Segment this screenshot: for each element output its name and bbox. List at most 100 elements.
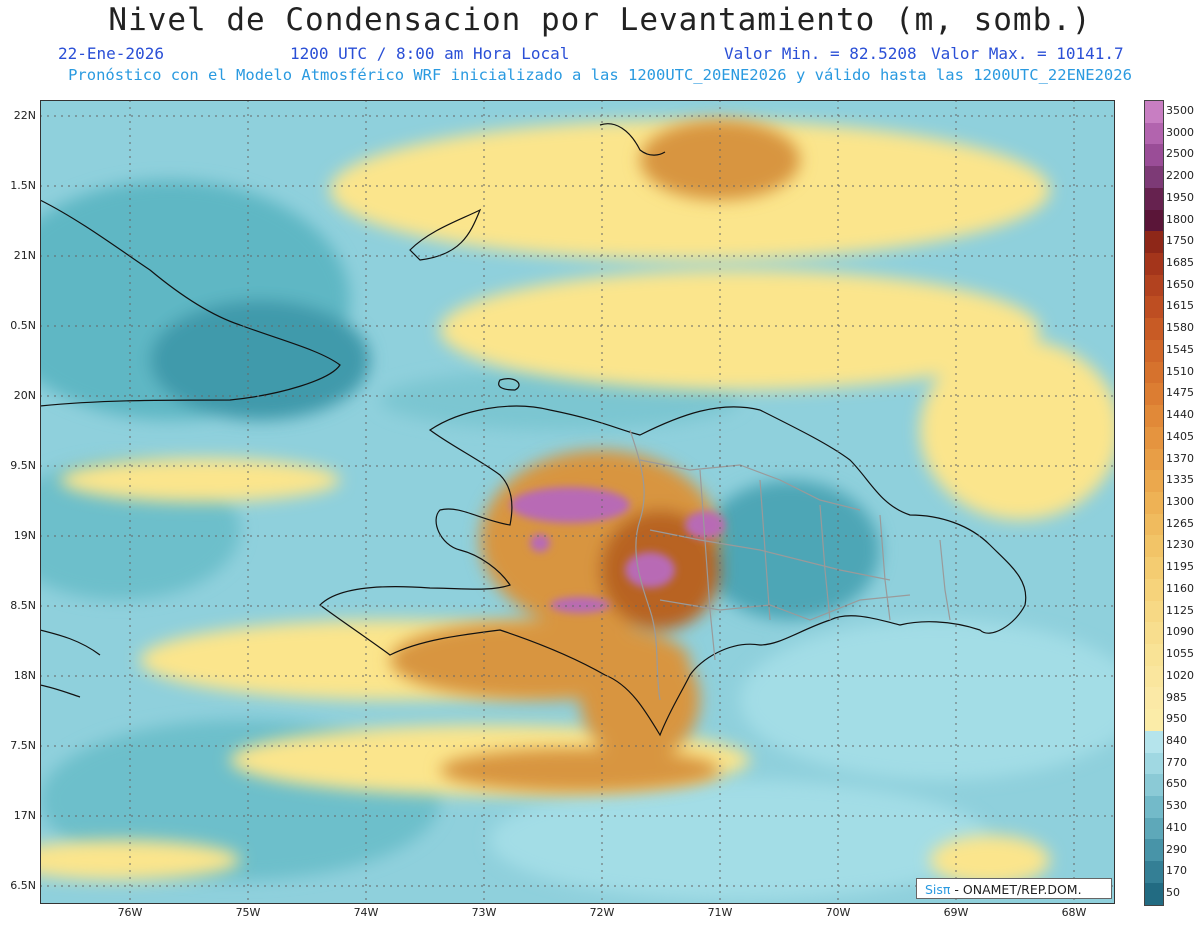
- colorbar-label: 1545: [1166, 342, 1194, 356]
- colorbar-swatch: [1145, 144, 1163, 167]
- min-value: Valor Min. = 82.5208: [724, 44, 917, 63]
- colorbar-label: 1195: [1166, 560, 1194, 574]
- colorbar-label: 3500: [1166, 103, 1194, 117]
- colorbar-swatch: [1145, 405, 1163, 427]
- colorbar-swatch: [1145, 861, 1163, 883]
- colorbar-label: 1950: [1166, 190, 1194, 204]
- colorbar-label: 1335: [1166, 473, 1194, 487]
- lat-label: 9.5N: [10, 459, 36, 472]
- map-frame: [40, 100, 1115, 904]
- colorbar-label: 1475: [1166, 386, 1194, 400]
- colorbar-label: 1580: [1166, 321, 1194, 335]
- colorbar-swatch: [1145, 318, 1163, 340]
- colorbar-swatch: [1145, 622, 1163, 644]
- colorbar-label: 650: [1166, 777, 1187, 791]
- cuba-coast: [40, 199, 341, 407]
- colorbar-label: 3000: [1166, 125, 1194, 139]
- colorbar-swatch: [1145, 491, 1163, 514]
- forecast-description: Pronóstico con el Modelo Atmosférico WRF…: [68, 66, 1132, 84]
- colorbar-swatch: [1145, 839, 1163, 862]
- colorbar-label: 950: [1166, 712, 1187, 726]
- forecast-time: 1200 UTC / 8:00 am Hora Local: [290, 44, 570, 63]
- colorbar-label: 1125: [1166, 603, 1194, 617]
- colorbar-label: 840: [1166, 734, 1187, 748]
- colorbar-swatch: [1145, 535, 1163, 558]
- colorbar-label: 2200: [1166, 169, 1194, 183]
- jamaica-coast: [40, 629, 101, 656]
- credit-box: Sisπ - ONAMET/REP.DOM.: [916, 878, 1112, 899]
- hispaniola-coast: [319, 405, 1027, 737]
- colorbar-swatch: [1145, 665, 1163, 688]
- lat-label: 6.5N: [10, 879, 36, 892]
- colorbar: [1144, 100, 1164, 906]
- colorbar-label: 770: [1166, 755, 1187, 769]
- colorbar-swatch: [1145, 817, 1163, 840]
- colorbar-swatch: [1145, 101, 1163, 123]
- colorbar-label: 1090: [1166, 625, 1194, 639]
- lon-label: 76W: [117, 906, 143, 919]
- purple-field-areas: [510, 487, 725, 613]
- lat-label: 17N: [13, 809, 36, 822]
- lat-label: 7.5N: [10, 739, 36, 752]
- colorbar-label: 1685: [1166, 255, 1194, 269]
- map-title: Nivel de Condensacion por Levantamiento …: [108, 2, 1092, 38]
- colorbar-swatch: [1145, 730, 1163, 753]
- lat-label: 20N: [13, 389, 36, 402]
- colorbar-label: 1405: [1166, 429, 1194, 443]
- colorbar-swatch: [1145, 166, 1163, 188]
- colorbar-swatch: [1145, 426, 1163, 449]
- credit-text: - ONAMET/REP.DOM.: [950, 882, 1082, 897]
- lcl-field-map: [40, 100, 1115, 904]
- colorbar-label: 1265: [1166, 516, 1194, 530]
- colorbar-swatch: [1145, 600, 1163, 623]
- colorbar-swatch: [1145, 578, 1163, 601]
- credit-brand: Sis: [925, 882, 943, 897]
- lat-label: 22N: [13, 109, 36, 122]
- lat-lon-grid: [40, 100, 1115, 904]
- lat-label: 1.5N: [10, 179, 36, 192]
- lat-label: 8.5N: [10, 599, 36, 612]
- colorbar-swatch: [1145, 643, 1163, 666]
- forecast-date: 22-Ene-2026: [58, 44, 164, 63]
- colorbar-swatch: [1145, 882, 1163, 905]
- inagua-coast: [409, 208, 482, 261]
- colorbar-label: 1230: [1166, 538, 1194, 552]
- colorbar-label: 1160: [1166, 581, 1194, 595]
- coastlines: [40, 123, 1027, 737]
- colorbar-label: 2500: [1166, 147, 1194, 161]
- lon-label: 71W: [707, 906, 733, 919]
- colorbar-swatch: [1145, 513, 1163, 536]
- lon-label: 73W: [471, 906, 497, 919]
- colorbar-label: 530: [1166, 799, 1187, 813]
- colorbar-label: 1055: [1166, 647, 1194, 661]
- colorbar-label: 1300: [1166, 495, 1194, 508]
- colorbar-label: 1510: [1166, 364, 1194, 378]
- colorbar-label: 1650: [1166, 277, 1194, 291]
- colorbar-label: 985: [1166, 690, 1187, 704]
- colorbar-swatch: [1145, 274, 1163, 297]
- colorbar-swatch: [1145, 796, 1163, 818]
- colorbar-swatch: [1145, 231, 1163, 254]
- colorbar-label: 1750: [1166, 234, 1194, 248]
- colorbar-swatch: [1145, 296, 1163, 319]
- colorbar-label: 1615: [1166, 299, 1194, 313]
- lat-label: 21N: [13, 249, 36, 262]
- credit-pi: π: [942, 882, 951, 897]
- colorbar-label: 290: [1166, 842, 1187, 856]
- colorbar-swatch: [1145, 752, 1163, 775]
- lon-label: 68W: [1061, 906, 1087, 919]
- colorbar-swatch: [1145, 209, 1163, 232]
- lon-label: 74W: [353, 906, 379, 919]
- lat-label: 19N: [13, 529, 36, 542]
- lat-label: 0.5N: [10, 319, 36, 332]
- colorbar-swatch: [1145, 383, 1163, 406]
- lon-label: 75W: [235, 906, 261, 919]
- haiti-dr-border: [629, 429, 661, 701]
- lon-label: 70W: [825, 906, 851, 919]
- colorbar-swatch: [1145, 253, 1163, 275]
- lat-label: 18N: [13, 669, 36, 682]
- colorbar-label: 1370: [1166, 451, 1194, 465]
- lon-label: 72W: [589, 906, 615, 919]
- colorbar-label: 50: [1166, 886, 1180, 900]
- colorbar-label: 1800: [1166, 212, 1194, 226]
